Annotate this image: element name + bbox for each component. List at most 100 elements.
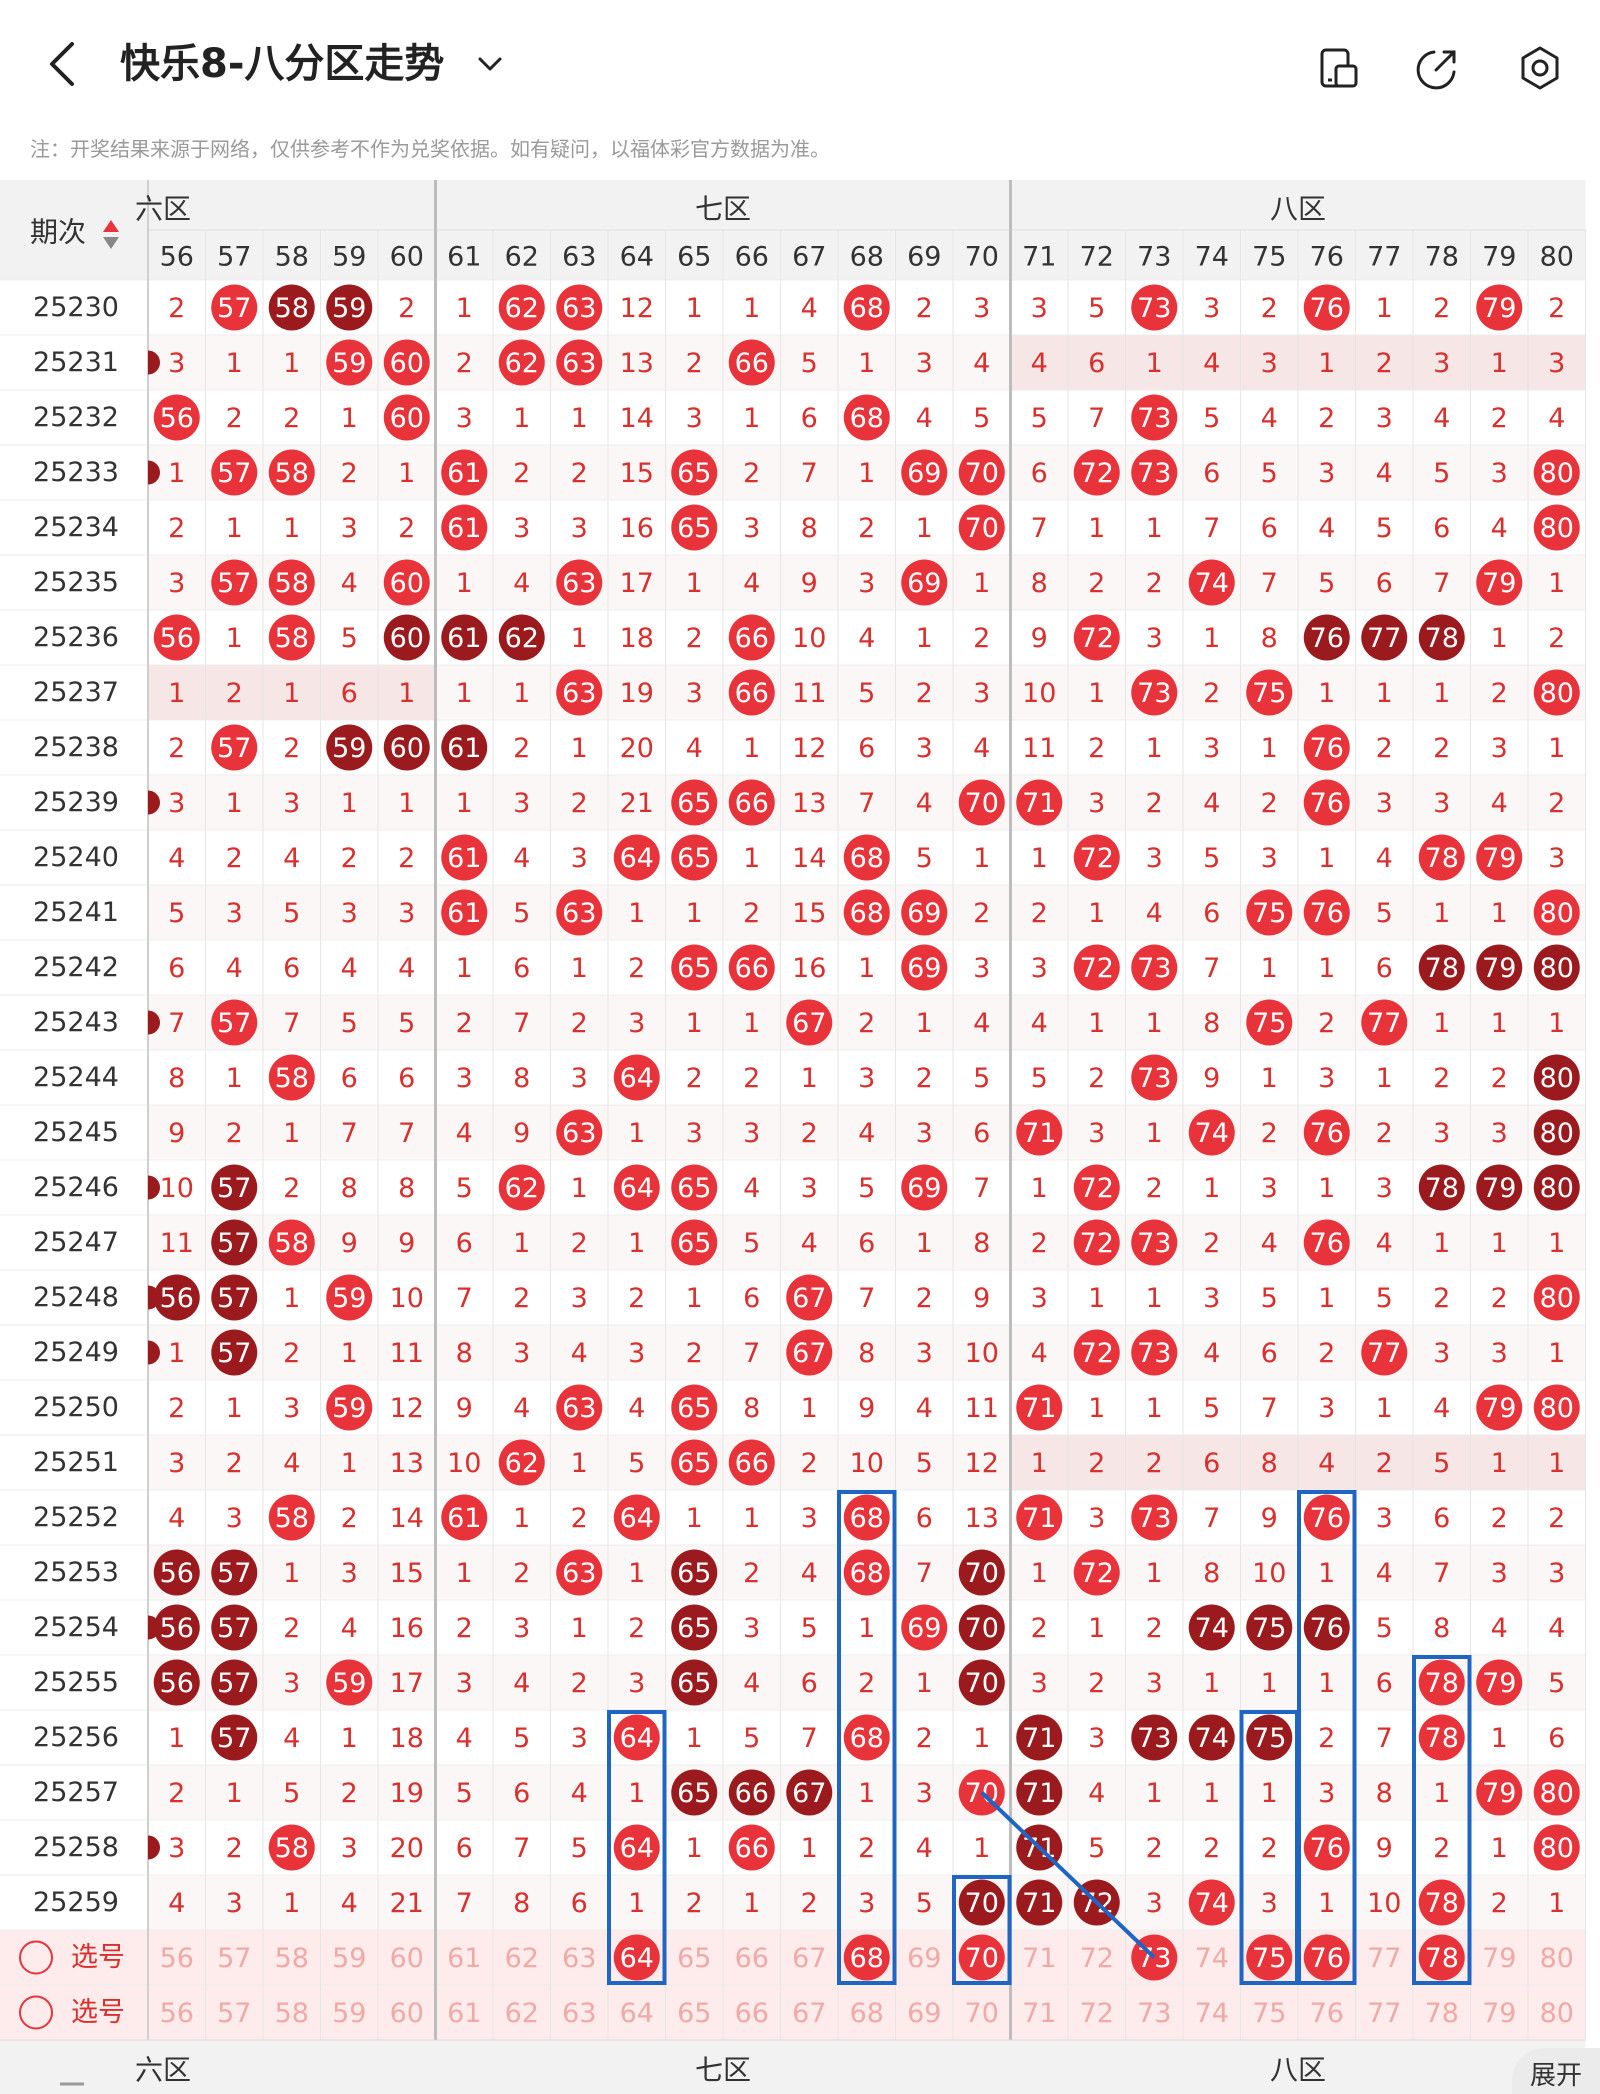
drawn-number[interactable]: 58 bbox=[275, 623, 309, 654]
select-cell[interactable]: 64 bbox=[613, 1934, 660, 1981]
drawn-number[interactable]: 78 bbox=[1425, 843, 1459, 874]
drawn-number[interactable]: 78 bbox=[1425, 1668, 1459, 1699]
drawn-number[interactable]: 64 bbox=[620, 1173, 654, 1204]
select-number[interactable]: 57 bbox=[217, 1998, 251, 2029]
drawn-number[interactable]: 56 bbox=[160, 1283, 194, 1314]
drawn-number[interactable]: 73 bbox=[1137, 458, 1171, 489]
drawn-number[interactable]: 68 bbox=[850, 293, 884, 324]
drawn-number[interactable]: 57 bbox=[217, 1668, 251, 1699]
drawn-number[interactable]: 80 bbox=[1540, 458, 1574, 489]
drawn-number[interactable]: 78 bbox=[1425, 623, 1459, 654]
select-cell[interactable]: 74 bbox=[1195, 1998, 1229, 2029]
drawn-number[interactable]: 62 bbox=[505, 623, 539, 654]
drawn-number[interactable]: 74 bbox=[1195, 1118, 1229, 1149]
drawn-number[interactable]: 56 bbox=[160, 1613, 194, 1644]
drawn-number[interactable]: 70 bbox=[965, 1668, 999, 1699]
select-number[interactable]: 77 bbox=[1367, 1943, 1401, 1974]
drawn-number[interactable]: 72 bbox=[1080, 843, 1114, 874]
select-number[interactable]: 67 bbox=[792, 1943, 826, 1974]
select-number[interactable]: 80 bbox=[1540, 1998, 1574, 2029]
select-cell[interactable]: 62 bbox=[505, 1943, 539, 1974]
drawn-number[interactable]: 79 bbox=[1482, 293, 1516, 324]
drawn-number[interactable]: 70 bbox=[965, 788, 999, 819]
drawn-number[interactable]: 77 bbox=[1367, 1338, 1401, 1369]
drawn-number[interactable]: 73 bbox=[1137, 953, 1171, 984]
select-cell[interactable]: 70 bbox=[965, 1998, 999, 2029]
drawn-number[interactable]: 79 bbox=[1482, 843, 1516, 874]
drawn-number[interactable]: 79 bbox=[1482, 1778, 1516, 1809]
drawn-number[interactable]: 60 bbox=[390, 568, 424, 599]
drawn-number[interactable]: 72 bbox=[1080, 1338, 1114, 1369]
select-number[interactable]: 68 bbox=[850, 1998, 884, 2029]
share-icon[interactable] bbox=[1410, 40, 1466, 96]
select-cell[interactable]: 60 bbox=[390, 1998, 424, 2029]
drawn-number[interactable]: 59 bbox=[332, 348, 366, 379]
drawn-number[interactable]: 73 bbox=[1137, 293, 1171, 324]
drawn-number[interactable]: 65 bbox=[677, 1448, 711, 1479]
expand-button[interactable]: 展开 bbox=[1512, 2048, 1600, 2094]
drawn-number[interactable]: 63 bbox=[562, 678, 596, 709]
drawn-number[interactable]: 61 bbox=[447, 1503, 481, 1534]
drawn-number[interactable]: 80 bbox=[1540, 513, 1574, 544]
select-number[interactable]: 57 bbox=[217, 1943, 251, 1974]
select-number[interactable]: 78 bbox=[1425, 1998, 1459, 2029]
drawn-number[interactable]: 80 bbox=[1540, 1778, 1574, 1809]
drawn-number[interactable]: 65 bbox=[677, 513, 711, 544]
drawn-number[interactable]: 75 bbox=[1252, 1613, 1286, 1644]
expand-label[interactable]: 展开 bbox=[1530, 2061, 1582, 2091]
select-cell[interactable]: 80 bbox=[1540, 1943, 1574, 1974]
drawn-number[interactable]: 79 bbox=[1482, 568, 1516, 599]
select-number[interactable]: 60 bbox=[390, 1943, 424, 1974]
drawn-number[interactable]: 68 bbox=[850, 403, 884, 434]
select-cell[interactable]: 66 bbox=[735, 1943, 769, 1974]
drawn-number[interactable]: 58 bbox=[275, 1503, 309, 1534]
drawn-number[interactable]: 64 bbox=[620, 843, 654, 874]
select-number[interactable]: 58 bbox=[275, 1998, 309, 2029]
select-cell[interactable]: 71 bbox=[1022, 1998, 1056, 2029]
select-cell[interactable]: 65 bbox=[677, 1943, 711, 1974]
drawn-number[interactable]: 61 bbox=[447, 843, 481, 874]
drawn-number[interactable]: 79 bbox=[1482, 953, 1516, 984]
drawn-number[interactable]: 59 bbox=[332, 733, 366, 764]
select-cell[interactable]: 63 bbox=[562, 1998, 596, 2029]
select-cell[interactable]: 67 bbox=[792, 1943, 826, 1974]
picked-number[interactable]: 78 bbox=[1425, 1943, 1459, 1974]
select-cell[interactable]: 79 bbox=[1482, 1998, 1516, 2029]
select-radio[interactable] bbox=[19, 1940, 53, 1975]
select-cell[interactable]: 68 bbox=[843, 1934, 890, 1981]
drawn-number[interactable]: 80 bbox=[1540, 1173, 1574, 1204]
select-cell[interactable]: 61 bbox=[447, 1943, 481, 1974]
drawn-number[interactable]: 56 bbox=[160, 1668, 194, 1699]
select-number[interactable]: 79 bbox=[1482, 1998, 1516, 2029]
drawn-number[interactable]: 80 bbox=[1540, 953, 1574, 984]
picked-number[interactable]: 75 bbox=[1252, 1943, 1286, 1974]
select-number[interactable]: 66 bbox=[735, 1998, 769, 2029]
select-cell[interactable]: 69 bbox=[907, 1998, 941, 2029]
drawn-number[interactable]: 69 bbox=[907, 458, 941, 489]
drawn-number[interactable]: 76 bbox=[1310, 1118, 1344, 1149]
drawn-number[interactable]: 76 bbox=[1310, 1503, 1344, 1534]
drawn-number[interactable]: 61 bbox=[447, 458, 481, 489]
drawn-number[interactable]: 66 bbox=[735, 678, 769, 709]
drawn-number[interactable]: 63 bbox=[562, 1118, 596, 1149]
drawn-number[interactable]: 65 bbox=[677, 1173, 711, 1204]
drawn-number[interactable]: 57 bbox=[217, 293, 251, 324]
drawn-number[interactable]: 62 bbox=[505, 348, 539, 379]
drawn-number[interactable]: 59 bbox=[332, 293, 366, 324]
select-cell[interactable]: 56 bbox=[160, 1998, 194, 2029]
drawn-number[interactable]: 70 bbox=[965, 1613, 999, 1644]
page-title[interactable]: 快乐8-八分区走势 bbox=[120, 41, 445, 87]
drawn-number[interactable]: 75 bbox=[1252, 898, 1286, 929]
select-cell[interactable]: 80 bbox=[1540, 1998, 1574, 2029]
drawn-number[interactable]: 75 bbox=[1252, 678, 1286, 709]
drawn-number[interactable]: 67 bbox=[792, 1008, 826, 1039]
select-number[interactable]: 59 bbox=[332, 1998, 366, 2029]
drawn-number[interactable]: 76 bbox=[1310, 788, 1344, 819]
drawn-number[interactable]: 73 bbox=[1137, 1228, 1171, 1259]
select-number[interactable]: 65 bbox=[677, 1943, 711, 1974]
drawn-number[interactable]: 57 bbox=[217, 1338, 251, 1369]
drawn-number[interactable]: 58 bbox=[275, 293, 309, 324]
drawn-number[interactable]: 80 bbox=[1540, 1393, 1574, 1424]
drawn-number[interactable]: 68 bbox=[850, 1723, 884, 1754]
drawn-number[interactable]: 57 bbox=[217, 458, 251, 489]
